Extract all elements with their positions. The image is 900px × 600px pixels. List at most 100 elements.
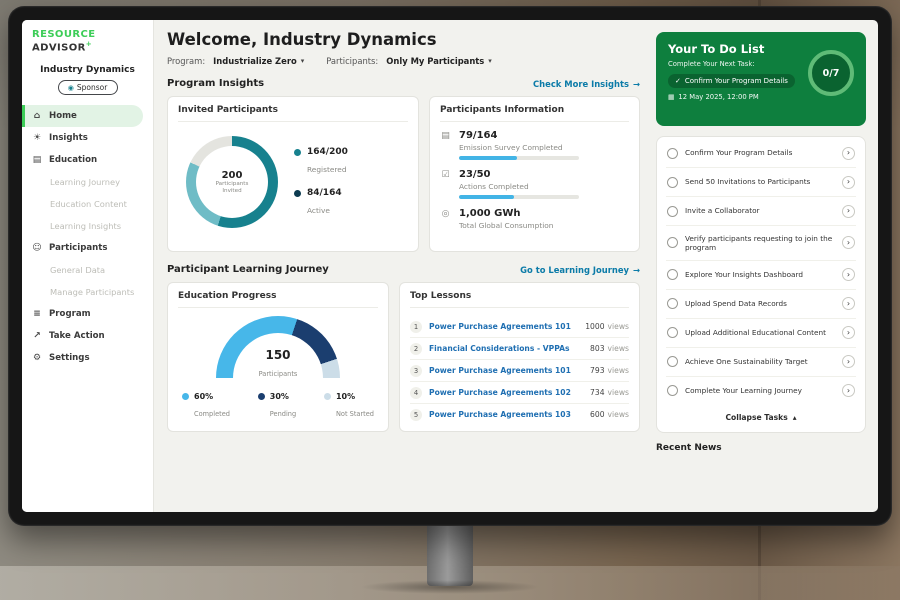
registered-dot	[294, 149, 301, 156]
chevron-right-icon[interactable]: ›	[842, 175, 855, 189]
task-checkbox[interactable]	[667, 269, 678, 281]
task-row-send-invitations[interactable]: Send 50 Invitations to Participants ›	[666, 168, 856, 197]
gauge-center-label: Participants	[258, 370, 298, 378]
task-checkbox[interactable]	[667, 205, 678, 217]
task-row-confirm-program[interactable]: Confirm Your Program Details ›	[666, 139, 856, 168]
task-checkbox[interactable]	[667, 237, 678, 249]
task-label: Complete Your Learning Journey	[685, 386, 802, 396]
check-more-insights-link[interactable]: Check More Insights →	[533, 79, 640, 89]
nav-label: Settings	[49, 353, 90, 364]
org-name: Industry Dynamics	[40, 65, 135, 76]
sidebar-item-learning-insights[interactable]: Learning Insights	[22, 215, 153, 237]
lesson-link[interactable]: Financial Considerations - VPPAs	[429, 344, 570, 353]
program-icon: ≡	[33, 309, 41, 320]
task-checkbox[interactable]	[667, 356, 678, 368]
todo-progress-ring: 0/7	[808, 50, 854, 96]
chevron-right-icon[interactable]: ›	[842, 384, 855, 398]
chevron-right-icon[interactable]: ›	[842, 326, 855, 340]
card-title: Invited Participants	[178, 105, 408, 122]
task-checkbox[interactable]	[667, 385, 678, 397]
legend-pct: 60%	[194, 392, 214, 401]
lesson-row: 4 Power Purchase Agreements 102 734 views	[410, 382, 629, 404]
progress-bar	[459, 156, 579, 160]
chevron-right-icon[interactable]: ›	[842, 268, 855, 282]
task-label: Verify participants requesting to join t…	[685, 233, 833, 252]
stat-bar-fill	[459, 156, 517, 160]
task-row-achieve-target[interactable]: Achieve One Sustainability Target ›	[666, 348, 856, 377]
sidebar-item-home[interactable]: ⌂ Home	[22, 105, 143, 128]
lesson-link[interactable]: Power Purchase Agreements 101	[429, 366, 571, 375]
gauge-legend-dot	[182, 393, 189, 400]
chevron-right-icon[interactable]: ›	[842, 204, 855, 218]
task-checkbox[interactable]	[667, 176, 678, 188]
next-task-pill[interactable]: ✓ Confirm Your Program Details	[668, 74, 795, 88]
legend-label: Not Started	[335, 410, 374, 418]
donut-area: 200 Participants Invited 164/200 Registe	[178, 130, 408, 228]
sidebar-item-program[interactable]: ≡ Program	[22, 303, 153, 325]
sponsor-badge[interactable]: ◉ Sponsor	[57, 80, 118, 96]
sidebar-item-participants[interactable]: ☺ Participants	[22, 237, 153, 259]
legend-pct: 10%	[335, 392, 356, 401]
chevron-right-icon[interactable]: ›	[842, 146, 855, 160]
lesson-rank: 1	[410, 320, 422, 333]
chevron-right-icon[interactable]: ›	[842, 236, 855, 250]
chevron-right-icon[interactable]: ›	[842, 355, 855, 369]
logo-plus: +	[85, 40, 92, 48]
task-label: Achieve One Sustainability Target	[685, 357, 808, 367]
lesson-link[interactable]: Power Purchase Agreements 101	[429, 322, 571, 331]
task-label: Upload Spend Data Records	[685, 299, 787, 309]
chevron-up-icon: ▴	[792, 412, 797, 422]
education-icon: ▤	[32, 155, 42, 166]
nav-label: Participants	[49, 243, 108, 254]
recent-news-title: Recent News	[656, 442, 722, 453]
participants-filter-label: Participants:	[326, 56, 379, 66]
donut-center: 200 Participants Invited	[196, 146, 268, 218]
task-row-complete-learning-journey[interactable]: Complete Your Learning Journey ›	[666, 377, 856, 405]
participants-select-value: Only My Participants	[386, 56, 485, 66]
task-row-verify-participants[interactable]: Verify participants requesting to join t…	[666, 226, 856, 261]
check-icon: ✓	[675, 77, 681, 85]
task-row-upload-educational-content[interactable]: Upload Additional Educational Content ›	[666, 319, 856, 348]
task-checkbox[interactable]	[667, 147, 678, 159]
sidebar-item-learning-journey[interactable]: Learning Journey	[22, 171, 153, 193]
program-select-value: Industrialize Zero	[213, 56, 297, 66]
legend-value: 84/164	[307, 188, 342, 198]
task-row-upload-spend-data[interactable]: Upload Spend Data Records ›	[666, 290, 856, 319]
lesson-link[interactable]: Power Purchase Agreements 103	[429, 410, 571, 419]
task-row-invite-collaborator[interactable]: Invite a Collaborator ›	[666, 197, 856, 226]
task-checkbox[interactable]	[667, 298, 678, 310]
sponsor-badge-label: Sponsor	[76, 83, 108, 93]
insights-icon: ☀	[32, 133, 42, 144]
collapse-tasks-button[interactable]: Collapse Tasks ▴	[666, 405, 856, 430]
logo-text-primary: RESOURCE	[32, 29, 96, 40]
program-select[interactable]: Industrialize Zero ▾	[213, 56, 304, 66]
chevron-right-icon[interactable]: ›	[842, 297, 855, 311]
sidebar-item-settings[interactable]: ⚙ Settings	[22, 347, 153, 369]
section-title: Participant Learning Journey	[167, 264, 329, 275]
sidebar-item-education-content[interactable]: Education Content	[22, 193, 153, 215]
top-lessons-card: Top Lessons 1 Power Purchase Agreements …	[399, 282, 640, 432]
todo-progress-value: 0/7	[822, 67, 840, 79]
progress-bar	[459, 195, 579, 199]
lesson-rank: 4	[410, 386, 422, 399]
lesson-link[interactable]: Power Purchase Agreements 102	[429, 388, 571, 397]
nav-label: Home	[49, 111, 77, 122]
stat-emission-survey: ▤ 79/164 Emission Survey Completed	[440, 130, 629, 160]
task-checkbox[interactable]	[667, 327, 678, 339]
gauge-center-value: 150	[265, 348, 291, 362]
lesson-rank: 3	[410, 364, 422, 377]
task-row-explore-insights[interactable]: Explore Your Insights Dashboard ›	[666, 261, 856, 290]
go-to-learning-journey-link[interactable]: Go to Learning Journey →	[520, 265, 640, 275]
nav-label: Learning Journey	[50, 177, 120, 188]
sidebar: RESOURCE ADVISOR+ Industry Dynamics ◉ Sp…	[22, 20, 154, 512]
participants-select[interactable]: Only My Participants ▾	[386, 56, 492, 66]
sidebar-item-manage-participants[interactable]: Manage Participants	[22, 281, 153, 303]
sidebar-item-education[interactable]: ▤ Education	[22, 149, 153, 171]
due-date: ▦ 12 May 2025, 12:00 PM	[668, 93, 854, 101]
sidebar-item-insights[interactable]: ☀ Insights	[22, 127, 153, 149]
sidebar-item-take-action[interactable]: ↗ Take Action	[22, 325, 153, 347]
program-filter-label: Program:	[167, 56, 206, 66]
due-date-label: 12 May 2025, 12:00 PM	[678, 93, 759, 101]
sidebar-item-general-data[interactable]: General Data	[22, 259, 153, 281]
journey-cards-row: Education Progress 150 Participants	[167, 282, 640, 432]
